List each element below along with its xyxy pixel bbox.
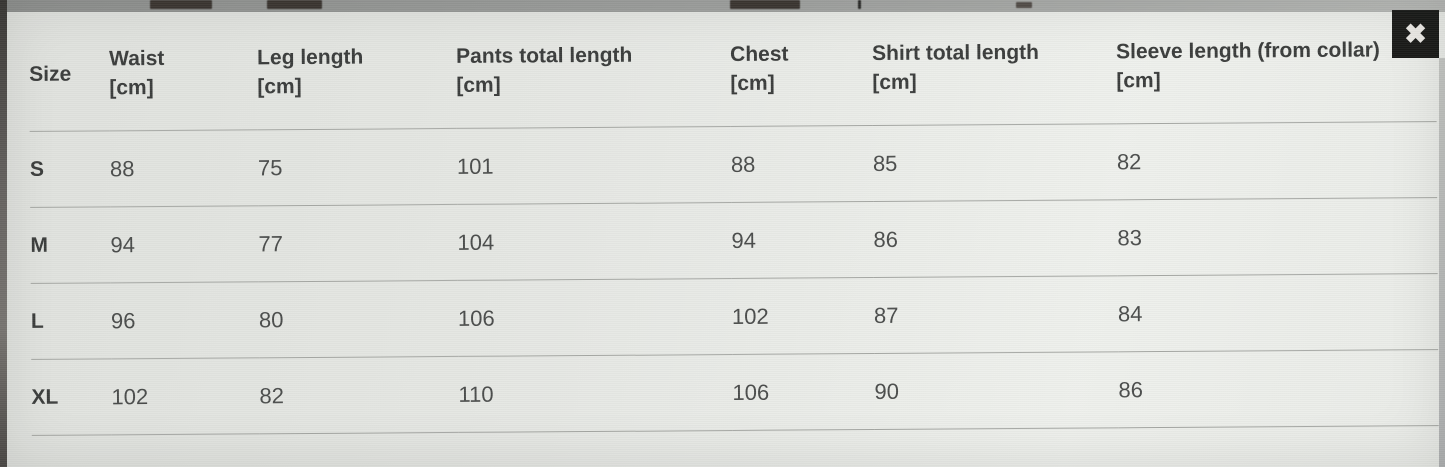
value-cell: 88 — [109, 129, 259, 207]
size-chart-table-container: Size Waist [cm] Leg length [cm] Pants tota… — [28, 7, 1439, 436]
table-row-size-s: S 88 75 101 88 85 82 — [29, 121, 1438, 208]
table-row-size-m: M 94 77 104 94 86 83 — [30, 197, 1438, 284]
value-cell: 87 — [873, 275, 1119, 354]
column-header-chest: Chest [cm] — [729, 11, 873, 127]
value-cell: 106 — [457, 278, 733, 357]
column-header-waist: Waist [cm] — [108, 15, 258, 131]
background-blur-block — [858, 0, 861, 9]
size-chart-table: Size Waist [cm] Leg length [cm] Pants tota… — [28, 7, 1439, 436]
value-cell: 106 — [732, 353, 875, 431]
value-cell: 75 — [257, 128, 458, 206]
value-cell: 85 — [872, 123, 1118, 202]
size-cell: L — [30, 282, 112, 360]
column-header-leg-length: Leg length [cm] — [256, 13, 457, 130]
value-cell: 86 — [1118, 349, 1439, 428]
value-cell: 84 — [1117, 273, 1439, 352]
column-header-shirt-total-length: Shirt total length [cm] — [871, 9, 1117, 126]
column-header-pants-total-length: Pants total length [cm] — [455, 12, 731, 129]
value-cell: 102 — [731, 277, 875, 355]
close-icon: ✖ — [1404, 18, 1427, 49]
column-header-sleeve-length: Sleeve length (from collar) [cm] — [1115, 7, 1437, 124]
value-cell: 86 — [873, 199, 1118, 278]
background-blur-block — [150, 0, 212, 9]
background-blur-block — [1016, 2, 1032, 8]
header-row: Size Waist [cm] Leg length [cm] Pants tota… — [28, 7, 1437, 132]
value-cell: 94 — [110, 205, 259, 283]
value-cell: 101 — [456, 126, 732, 205]
value-cell: 80 — [258, 280, 459, 358]
size-cell: S — [29, 130, 111, 208]
background-blur-block — [730, 0, 800, 9]
value-cell: 83 — [1117, 197, 1438, 276]
value-cell: 94 — [731, 201, 874, 279]
size-cell: XL — [31, 358, 112, 436]
value-cell: 90 — [874, 351, 1119, 430]
value-cell: 82 — [259, 356, 459, 434]
value-cell: 104 — [457, 202, 732, 281]
background-page-strip — [0, 0, 1445, 12]
table-row-size-l: L 96 80 106 102 87 84 — [30, 273, 1439, 360]
close-button[interactable]: ✖ — [1392, 10, 1439, 58]
value-cell: 102 — [111, 357, 260, 435]
background-blur-block — [267, 0, 322, 9]
value-cell: 77 — [258, 204, 458, 282]
screen-right-edge — [1439, 58, 1445, 467]
value-cell: 110 — [458, 354, 733, 433]
screen-left-edge — [0, 0, 7, 467]
column-header-size: Size — [28, 16, 110, 132]
value-cell: 88 — [730, 125, 874, 203]
size-cell: M — [30, 206, 111, 284]
value-cell: 82 — [1116, 121, 1438, 200]
table-row-size-xl: XL 102 82 110 106 90 86 — [31, 349, 1439, 436]
value-cell: 96 — [110, 281, 260, 359]
